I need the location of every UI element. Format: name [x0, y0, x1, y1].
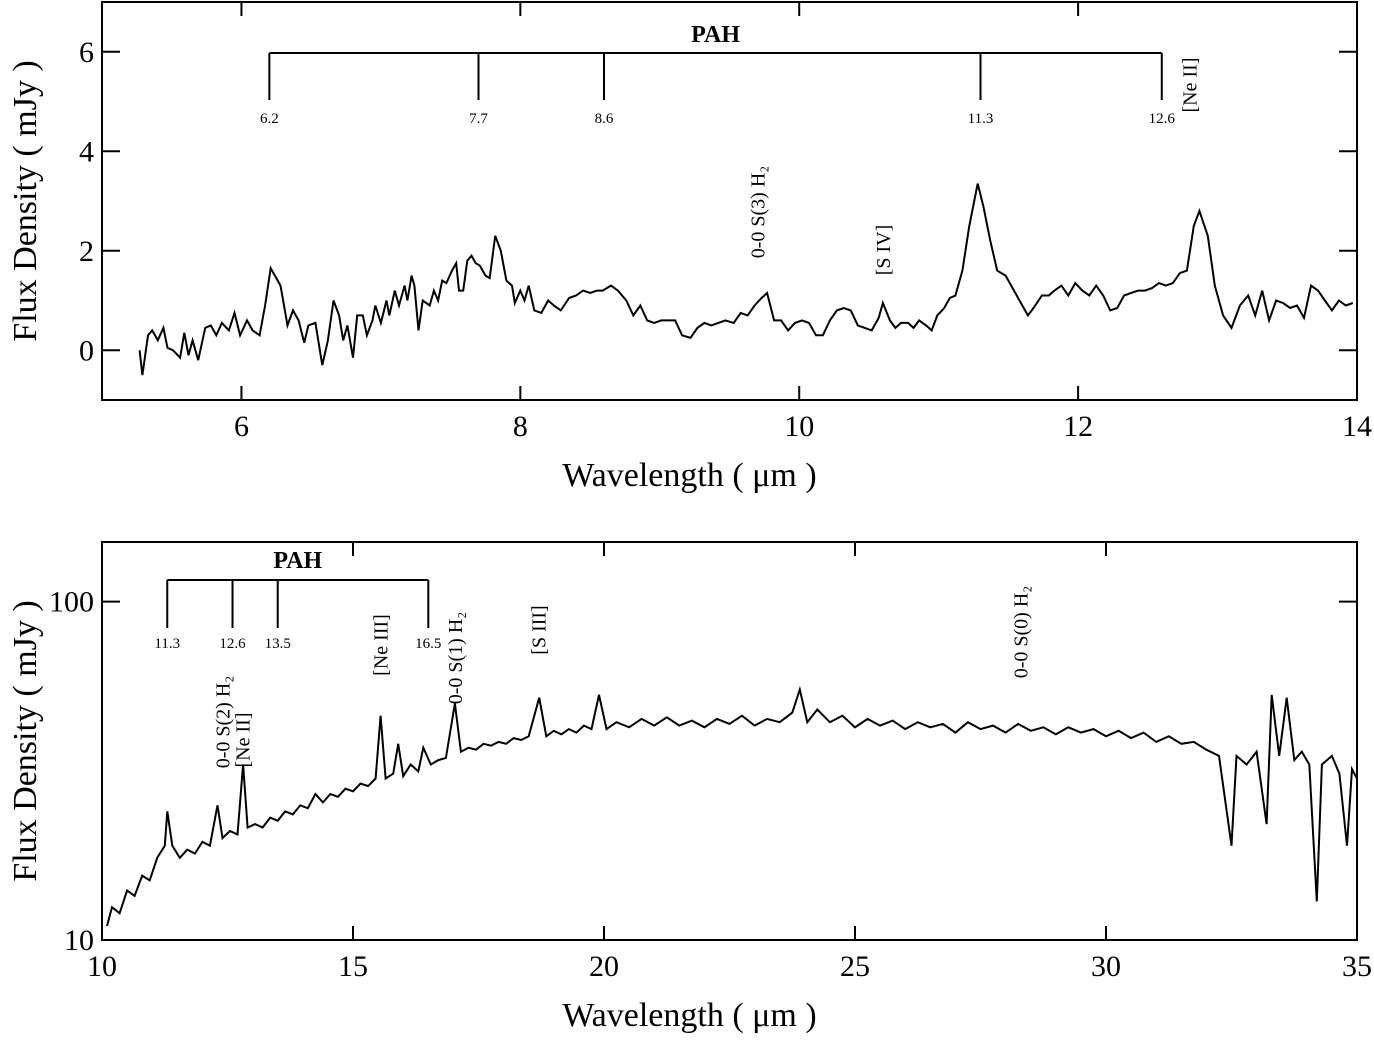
x-tick-label: 8	[513, 410, 528, 443]
y-tick-label: 4	[79, 135, 94, 168]
y-tick-label: 2	[79, 235, 94, 268]
x-tick-label: 12	[1063, 410, 1093, 443]
band-label: 11.3	[154, 636, 180, 652]
line-label: [Ne II]	[1180, 58, 1202, 113]
line-label: [Ne III]	[371, 614, 393, 676]
spectrum-line	[138, 183, 1354, 376]
band-title: PAH	[691, 22, 740, 48]
plot-frame	[101, 541, 1358, 941]
x-tick-label: 14	[1342, 410, 1372, 443]
y-axis-label: Flux Density ( mJy )	[7, 600, 44, 881]
x-tick-label: 25	[840, 950, 870, 983]
x-tick-label: 30	[1091, 950, 1121, 983]
y-tick-label: 10	[64, 924, 94, 957]
x-tick-label: 15	[338, 950, 368, 983]
band-label: 16.5	[415, 636, 441, 652]
x-tick-label: 6	[234, 410, 249, 443]
x-tick-label: 10	[87, 950, 117, 983]
x-tick-label: 20	[589, 950, 619, 983]
x-tick-label: 10	[784, 410, 814, 443]
band-label: 11.3	[968, 111, 994, 127]
band-label: 12.6	[219, 636, 246, 652]
line-label: 0-0 S(0) H₂	[1011, 586, 1033, 679]
x-axis-label: Wavelength ( μm )	[562, 457, 816, 494]
line-label: 0-0 S(3) H₂	[747, 166, 769, 259]
line-label: [S IV]	[873, 225, 895, 276]
y-axis-label: Flux Density ( mJy )	[7, 60, 44, 341]
band-label: 13.5	[265, 636, 291, 652]
line-label: [Ne II]	[233, 713, 255, 768]
band-label: 7.7	[469, 111, 488, 127]
band-label: 8.6	[595, 111, 614, 127]
x-tick-label: 35	[1342, 950, 1372, 983]
y-tick-label: 0	[79, 334, 94, 367]
band-title: PAH	[273, 548, 322, 574]
band-label: 6.2	[260, 111, 279, 127]
line-label: 0-0 S(2) H₂	[212, 676, 234, 769]
y-tick-label: 100	[49, 586, 94, 619]
band-label: 12.6	[1149, 111, 1176, 127]
x-axis-label: Wavelength ( μm )	[562, 997, 816, 1034]
spectrum-line	[106, 685, 1357, 927]
plot-frame	[101, 1, 1358, 401]
line-label: 0-0 S(1) H₂	[445, 612, 467, 705]
y-tick-label: 6	[79, 36, 94, 69]
line-label: [S III]	[529, 605, 551, 654]
